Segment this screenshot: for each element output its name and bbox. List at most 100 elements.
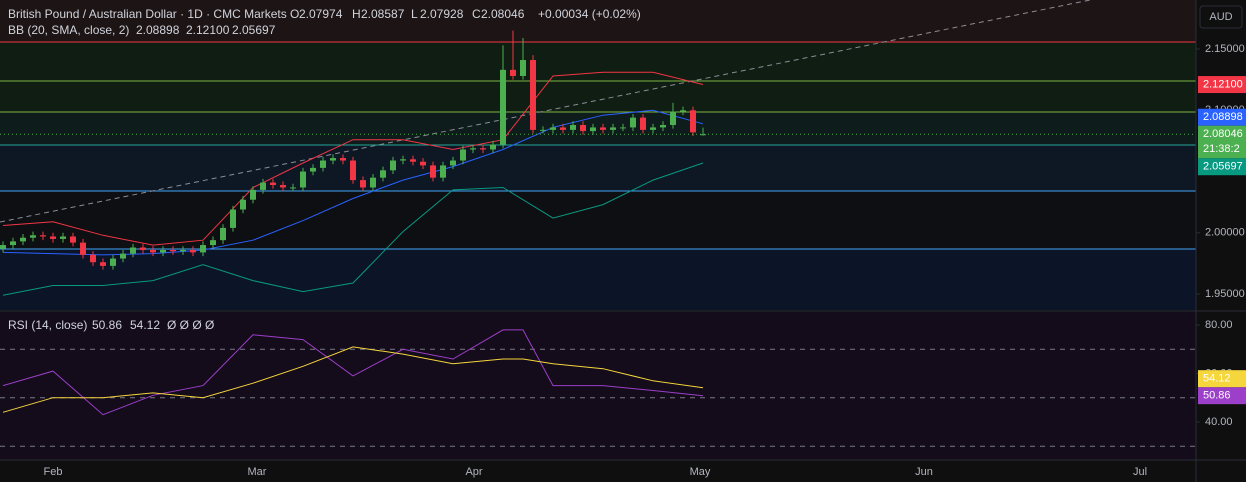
candle-body [100,262,106,266]
title: British Pound / Australian Dollar · 1D ·… [8,7,287,21]
candle-body [300,171,306,188]
candle-body [220,227,226,241]
candle-body [330,158,336,161]
candle-body [170,249,176,252]
y-tick-label: 1.95000 [1205,288,1245,300]
candle-body [440,165,446,178]
candle-body [340,158,346,161]
candle-body [360,180,366,188]
candle-body [10,241,16,246]
candle-body [400,159,406,161]
price-tag [1198,158,1246,176]
candle-body [580,124,586,132]
rsi-line [2,329,704,416]
candle-body [200,245,206,253]
price-tag-label: 2.08046 [1203,128,1243,140]
candle-body [700,134,706,136]
candle-body [50,236,56,239]
candle-body [90,254,96,263]
bb-line [2,162,704,296]
price-tag [1198,76,1246,94]
candle-body [410,159,416,162]
candle-body [270,182,276,186]
candle-body [230,209,236,228]
candle-body [180,249,186,252]
candle-body [390,160,396,171]
candle-body [0,245,6,249]
candle-body [20,237,26,242]
candle-body [370,177,376,188]
price-tag-label: 2.08898 [1203,111,1243,123]
ohlc-value: 2.08046 [481,7,525,21]
price-tag-label: 54.12 [1203,373,1231,385]
zone [0,191,1196,249]
y-tick-label: 80.00 [1205,319,1233,331]
candle-body [450,160,456,166]
y-tick-label: 2.00000 [1205,227,1245,239]
candle-body [590,127,596,132]
bb-line [2,71,704,246]
candle-body [620,127,626,129]
candle-body [260,182,266,190]
candle-body [140,247,146,250]
ohlc-value: 2.07928 [420,7,464,21]
x-tick-label: Jul [1133,466,1147,478]
ohlc-label: L [411,7,418,21]
candle-body [110,258,116,266]
y-tick-label: 40.00 [1205,416,1233,428]
rsi-value: 54.12 [130,318,160,332]
candle-body [540,129,546,131]
currency-box [1199,5,1243,29]
indicator-value: 2.12100 [186,23,230,37]
countdown: 21:38:2 [1203,143,1240,155]
zone [0,112,1196,145]
candle-body [640,117,646,130]
rsi-name: RSI (14, close) [8,318,87,332]
candle-body [670,111,676,125]
ohlc-value: 2.08587 [361,7,405,21]
change: +0.00034 (+0.02%) [538,7,641,21]
ohlc-label: O [290,7,299,21]
rsi-value: 50.86 [92,318,122,332]
candle-body [130,247,136,254]
candle-body [690,110,696,133]
candle-body [320,160,326,168]
candle-body [250,189,256,200]
candle-body [160,249,166,253]
candle-body [280,185,286,188]
candle-body [600,127,606,130]
candle-body [60,236,66,239]
x-tick-label: Apr [465,466,482,478]
candle-body [190,249,196,253]
zone [0,145,1196,191]
x-tick-label: Mar [248,466,267,478]
price-tag [1198,387,1246,405]
ohlc-label: C [472,7,481,21]
zone [0,42,1196,112]
ohlc-value: 2.07974 [299,7,343,21]
candle-body [550,127,556,130]
price-tag-label: 2.05697 [1203,161,1243,173]
candle-body [150,249,156,253]
candle-body [480,148,486,150]
candle-body [630,117,636,128]
candle-body [420,161,426,166]
zone [0,249,1196,310]
x-tick-label: Jun [915,466,933,478]
zone [0,0,1196,42]
candle-body [570,124,576,130]
candle-body [310,167,316,172]
rsi-line [2,346,704,413]
candle-body [30,235,36,238]
candle-body [490,144,496,150]
indicator-value: 2.05697 [232,23,276,37]
candle-body [460,149,466,161]
candle-body [560,127,566,130]
candle-body [610,127,616,130]
candle-body [680,110,686,112]
candle-body [470,148,476,150]
price-tag [1198,125,1246,159]
price-tag [1198,108,1246,126]
x-tick-label: May [690,466,711,478]
